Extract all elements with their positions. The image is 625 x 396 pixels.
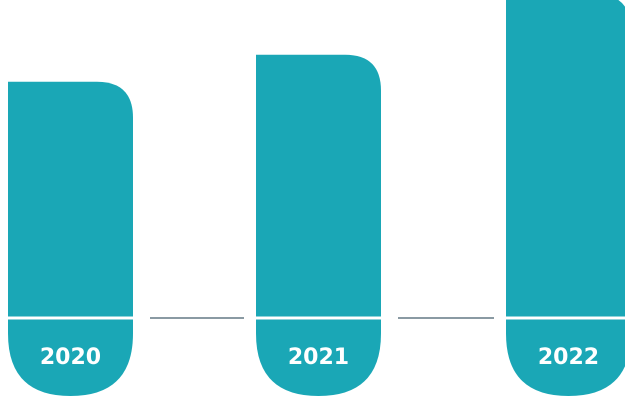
category-label-2020: 2020 bbox=[40, 345, 101, 370]
category-label-2021: 2021 bbox=[288, 345, 349, 370]
bar-2021 bbox=[256, 54, 381, 396]
category-label-2022: 2022 bbox=[538, 345, 599, 370]
bar-2022 bbox=[506, 0, 625, 396]
